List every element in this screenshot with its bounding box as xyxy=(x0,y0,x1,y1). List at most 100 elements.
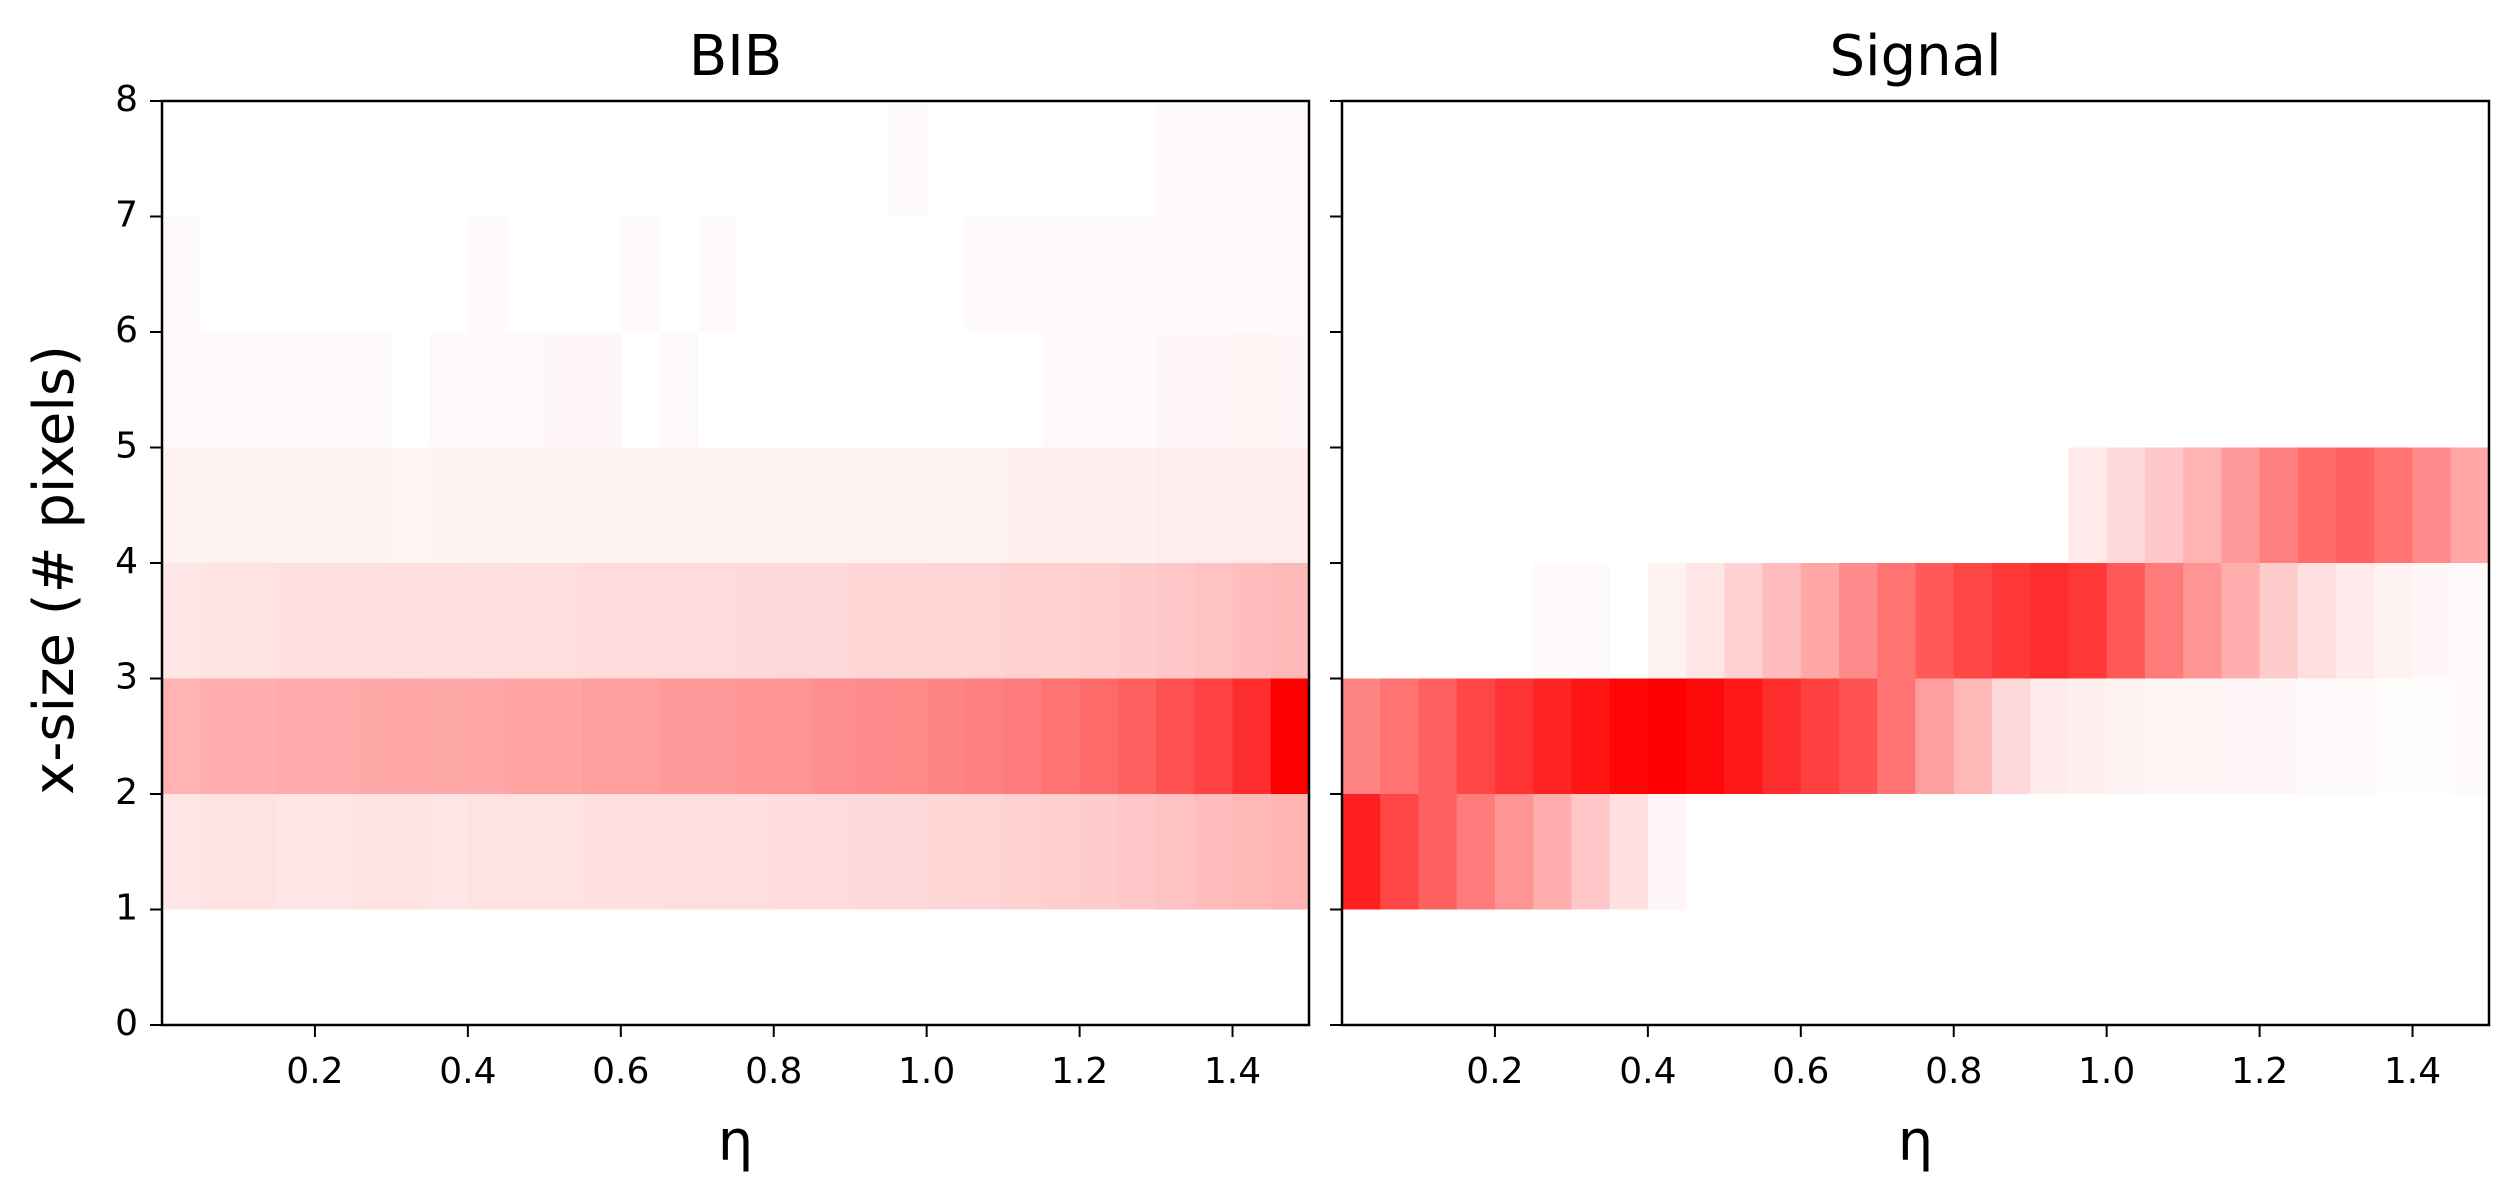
bib-heatmap-cell xyxy=(1079,332,1119,448)
bib-heatmap-cell xyxy=(888,563,928,679)
signal-heatmap-cell xyxy=(1724,563,1764,679)
bib-heatmap-cell xyxy=(429,678,469,794)
signal-heatmap-cell xyxy=(1686,563,1725,679)
bib-heatmap-cell xyxy=(506,332,545,448)
bib-heatmap-cell xyxy=(697,447,737,563)
bib-heatmap-cell xyxy=(1156,678,1195,794)
bib-heatmap-cell xyxy=(1194,563,1234,679)
bib-heatmap-cell xyxy=(888,678,928,794)
bib-heatmap-cell xyxy=(1156,794,1195,910)
bib-heatmap-cell xyxy=(1156,447,1195,563)
signal-heatmap-cell xyxy=(1724,678,1764,794)
bib-heatmap-cell xyxy=(506,563,545,679)
bib-heatmap-cell xyxy=(1003,563,1042,679)
signal-heatmap-cell xyxy=(1991,678,2031,794)
signal-heatmap-cell xyxy=(1494,678,1534,794)
signal-x-axis-label: η xyxy=(1898,1109,1934,1174)
signal-heatmap-panel: 0.2 0.4 0.6 0.8 1.0 1.2 1.4 Signal η xyxy=(1330,24,2491,1174)
signal-heatmap-cell xyxy=(2450,678,2490,794)
signal-heatmap-cell xyxy=(2030,678,2070,794)
bib-heatmap-cell xyxy=(1156,563,1195,679)
bib-heatmap-cell xyxy=(659,332,698,448)
signal-heatmap-cell xyxy=(2259,563,2299,679)
bib-heatmap-cell xyxy=(544,678,584,794)
bib-heatmap-cell xyxy=(353,447,392,563)
signal-heatmap-cell xyxy=(1800,678,1840,794)
bib-heatmap-cell xyxy=(811,678,851,794)
bib-x-tick-label: 0.8 xyxy=(745,1051,802,1092)
signal-heatmap-cell xyxy=(1915,678,1955,794)
signal-heatmap-cell xyxy=(2106,447,2146,563)
bib-heatmap-cell xyxy=(314,447,354,563)
signal-heatmap-cell xyxy=(1380,794,1420,910)
bib-x-tick-label: 0.2 xyxy=(286,1051,343,1092)
bib-heatmap-cell xyxy=(964,794,1004,910)
signal-heatmap-cell xyxy=(1533,678,1572,794)
bib-heatmap-cell xyxy=(276,447,316,563)
bib-heatmap-cell xyxy=(1270,563,1310,679)
signal-heatmap-cell xyxy=(2336,678,2375,794)
signal-heatmap-cell xyxy=(2221,447,2261,563)
bib-heatmap-cell xyxy=(544,563,584,679)
signal-x-tick-label: 1.0 xyxy=(2078,1051,2135,1092)
bib-heatmap-cell xyxy=(964,678,1004,794)
bib-heatmap-cell xyxy=(1079,678,1119,794)
bib-heatmap-cell xyxy=(582,447,622,563)
bib-heatmap-cell xyxy=(1270,794,1310,910)
bib-heatmap-cell xyxy=(1232,447,1272,563)
bib-heatmap-cell xyxy=(200,678,240,794)
signal-heatmap-cell xyxy=(2144,563,2184,679)
signal-heatmap-cell xyxy=(2106,678,2146,794)
y-axis-label: x-size (# pixels) xyxy=(22,345,87,795)
signal-heatmap-cell xyxy=(2068,678,2108,794)
bib-heatmap-cell xyxy=(1117,563,1157,679)
bib-heatmap-cell xyxy=(238,447,278,563)
signal-heatmap-cell xyxy=(2374,678,2414,794)
bib-heatmap-cell xyxy=(620,678,660,794)
bib-heatmap-cell xyxy=(735,678,775,794)
bib-heatmap-cell xyxy=(659,678,698,794)
bib-heatmap-cell xyxy=(1156,216,1195,332)
bib-heatmap-cell xyxy=(582,332,622,448)
bib-heatmap-cell xyxy=(773,794,813,910)
bib-heatmap-cell xyxy=(1041,678,1081,794)
bib-heatmap-cell xyxy=(1041,447,1081,563)
bib-heatmap-cell xyxy=(697,678,737,794)
bib-heatmap-cell xyxy=(659,794,698,910)
signal-heatmap-cell xyxy=(2183,447,2222,563)
bib-heatmap-cell xyxy=(850,563,890,679)
bib-heatmap-cell xyxy=(391,563,431,679)
signal-heatmap-cell xyxy=(1877,563,1917,679)
bib-heatmap-cell xyxy=(162,678,201,794)
bib-heatmap-cell xyxy=(888,794,928,910)
bib-heatmap-cell xyxy=(735,447,775,563)
bib-heatmap-cell xyxy=(314,332,354,448)
bib-heatmap-cell xyxy=(238,794,278,910)
bib-heatmap-cell xyxy=(964,447,1004,563)
signal-heatmap-cell xyxy=(2030,563,2070,679)
bib-heatmap-cell xyxy=(353,794,392,910)
bib-heatmap-cell xyxy=(467,678,507,794)
bib-heatmap-cell xyxy=(353,332,392,448)
signal-heatmap-cell xyxy=(1686,678,1725,794)
bib-heatmap-cell xyxy=(1079,563,1119,679)
bib-y-tick-label: 3 xyxy=(115,657,138,698)
signal-heatmap-cell xyxy=(2221,563,2261,679)
bib-heatmap-cell xyxy=(544,332,584,448)
bib-heatmap-cell xyxy=(1003,216,1042,332)
bib-heatmap-cell xyxy=(773,563,813,679)
bib-y-tick-label: 6 xyxy=(115,310,138,351)
signal-heatmap-cell xyxy=(2259,447,2299,563)
bib-heatmap-cell xyxy=(888,101,928,217)
bib-y-tick-label: 2 xyxy=(115,772,138,813)
bib-y-tick-label: 1 xyxy=(115,888,138,929)
bib-heatmap-cell xyxy=(811,563,851,679)
bib-heatmap-cell xyxy=(200,794,240,910)
signal-heatmap-cell xyxy=(1342,678,1381,794)
bib-y-tick-label: 7 xyxy=(115,195,138,236)
signal-x-tick-label: 0.4 xyxy=(1619,1051,1676,1092)
bib-heatmap-cell xyxy=(1156,332,1195,448)
bib-heatmap-cell xyxy=(1232,332,1272,448)
bib-heatmap-cell xyxy=(1270,332,1310,448)
